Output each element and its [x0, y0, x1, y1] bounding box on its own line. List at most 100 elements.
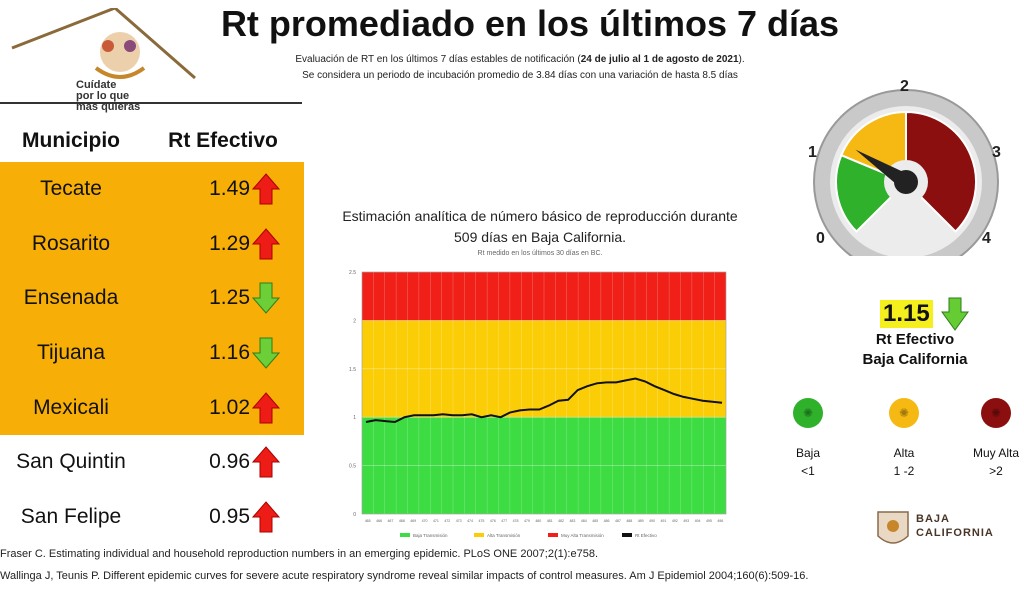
legend-dot-muy-alta-icon: ✺: [981, 398, 1011, 428]
x-tick-label: 491: [660, 519, 666, 523]
rt-value: 1.16: [209, 341, 250, 365]
x-tick-label: 482: [558, 519, 564, 523]
legend-swatch: [622, 533, 632, 537]
x-tick-label: 489: [638, 519, 644, 523]
subtitle-suffix: ).: [738, 54, 745, 65]
bc-logo-text: BAJA CALIFORNIA: [916, 512, 994, 540]
chart-title: Estimación analítica de número básico de…: [342, 208, 738, 245]
cuidate-logo: [10, 6, 200, 108]
gauge-sector-muy-alta: [905, 110, 977, 233]
x-tick-label: 480: [535, 519, 541, 523]
legend-dot-alta-icon: ✺: [889, 398, 919, 428]
table-header: Municipio Rt Efectivo: [0, 120, 304, 162]
table-row: San Quintin 0.96: [0, 435, 304, 490]
trend-up-icon: [252, 391, 280, 424]
rt-cell: 0.96: [142, 446, 304, 478]
legend-muy-alta-range: >2: [989, 464, 1003, 478]
municipio-name: San Felipe: [20, 504, 122, 528]
gauge-sector-alta: [840, 110, 907, 184]
legend-muy-alta-name: Muy Alta: [972, 446, 1020, 460]
gauge-label-3: 3: [992, 144, 1001, 161]
trend-down-icon: [941, 297, 969, 331]
trend-up-icon: [252, 446, 280, 478]
x-tick-label: 471: [433, 519, 439, 523]
x-tick-label: 474: [467, 519, 473, 523]
rt-value: 1.25: [209, 286, 250, 310]
x-tick-label: 481: [547, 519, 553, 523]
header-rt-efectivo: Rt Efectivo: [168, 129, 278, 152]
x-tick-label: 466: [376, 519, 382, 523]
subtitle-line2: Se considera un periodo de incubación pr…: [302, 70, 738, 81]
legend-baja-name: Baja: [795, 446, 821, 460]
bc-logo-line2: CALIFORNIA: [916, 527, 994, 539]
rt-cell: 1.49: [142, 173, 304, 205]
x-tick-label: 479: [524, 519, 530, 523]
y-tick-label: 2.5: [349, 270, 356, 276]
plot-frame: [361, 271, 727, 515]
legend-label: Baja Transmisión: [413, 533, 448, 538]
x-tick-label: 470: [422, 519, 428, 523]
rt-value: 1.29: [209, 231, 250, 255]
baja-california-logo: [877, 511, 909, 544]
rt-gauge: [813, 89, 999, 256]
table-body: Tecate 1.49 Rosarito 1.29 Ensenada 1.25 Tijuan…: [0, 162, 304, 544]
x-tick-label: 477: [501, 519, 507, 523]
x-tick-label: 484: [581, 519, 587, 523]
rt-label-line1: Rt Efectivo: [875, 331, 955, 348]
x-tick-label: 483: [569, 519, 575, 523]
rt-label-line2: Baja California: [862, 351, 968, 368]
x-tick-label: 468: [399, 519, 405, 523]
x-tick-label: 490: [649, 519, 655, 523]
y-tick-label: 0.5: [349, 464, 356, 470]
x-tick-label: 486: [604, 519, 610, 523]
trend-down-icon: [252, 337, 280, 369]
legend-swatch: [474, 533, 484, 537]
municipio-name: Tecate: [40, 177, 102, 201]
table-row: Tecate 1.49: [0, 162, 304, 217]
series-line-rt-efectivo: [365, 377, 723, 424]
x-tick-label: 487: [615, 519, 621, 523]
chart-subtitle: Rt medido en los últimos 30 días en BC.: [477, 250, 603, 257]
table-row: San Felipe 0.95: [0, 490, 304, 545]
legend-label: Rt Efectivo: [635, 533, 657, 538]
rt-bc-label: Rt Efectivo Baja California: [830, 330, 1000, 370]
trend-up-icon: [252, 228, 280, 260]
logo-line1: Cuídate: [76, 79, 117, 91]
rt-cell: 1.25: [142, 282, 304, 315]
y-tick-label: 1: [353, 415, 356, 421]
rt-cell: 0.95: [142, 501, 304, 533]
rt-value: 0.95: [209, 504, 250, 528]
rt-value: 1.49: [209, 177, 250, 201]
rt-value: 1.02: [209, 395, 250, 419]
table-row: Tijuana 1.16: [0, 325, 304, 381]
municipio-name: Ensenada: [23, 286, 119, 310]
logo-line3: más quieras: [76, 101, 141, 113]
bc-logo-line1: BAJA: [916, 513, 950, 525]
rt-bc-value: 1.15: [880, 300, 933, 328]
x-tick-label: 473: [456, 519, 462, 523]
gauge-label-4: 4: [982, 230, 991, 247]
x-tick-label: 469: [410, 519, 416, 523]
logo-line2: por lo que: [76, 90, 130, 102]
band-muy-alta-transmisión: [362, 272, 726, 321]
page-subtitle: Evaluación de RT en los últimos 7 días e…: [240, 52, 800, 84]
x-tick-label: 493: [683, 519, 689, 523]
x-tick-label: 492: [672, 519, 678, 523]
rt-cell: 1.29: [142, 228, 304, 260]
reference-1: Fraser C. Estimating individual and hous…: [0, 548, 599, 560]
x-tick-label: 485: [592, 519, 598, 523]
x-tick-label: 467: [387, 519, 393, 523]
municipio-name: San Quintin: [16, 450, 126, 474]
rt-cell: 1.16: [142, 337, 304, 369]
gauge-label-2: 2: [900, 78, 909, 95]
subtitle-date-range: 24 de julio al 1 de agosto de 2021: [580, 54, 739, 65]
x-tick-label: 472: [444, 519, 450, 523]
legend-alta-range: 1 -2: [893, 464, 915, 478]
municipio-name: Tijuana: [36, 341, 106, 365]
table-row: Ensenada 1.25: [0, 271, 304, 326]
legend-baja-range: <1: [801, 464, 815, 478]
legend-dot-baja-icon: ✺: [793, 398, 823, 428]
trend-down-icon: [252, 282, 280, 315]
reference-2: Wallinga J, Teunis P. Different epidemic…: [0, 570, 809, 582]
municipio-name: Rosarito: [31, 231, 111, 255]
